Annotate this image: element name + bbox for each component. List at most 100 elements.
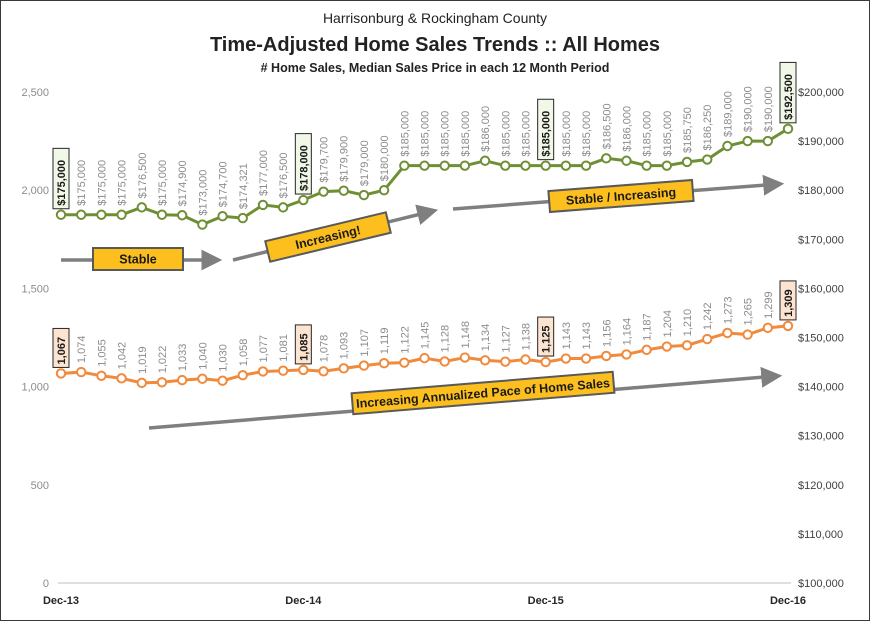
median-price-data-label: $185,000 — [662, 111, 674, 157]
home-sales-data-label: 1,143 — [561, 322, 573, 350]
median-price-data-point — [399, 160, 410, 171]
home-sales-data-point — [702, 333, 713, 345]
home-sales-data-point — [358, 360, 370, 371]
median-price-data-point — [500, 160, 511, 171]
right-axis-tick-label: $130,000 — [798, 431, 844, 443]
home-sales-data-label: 1,148 — [460, 321, 472, 349]
median-price-data-label-text: $185,000 — [581, 111, 593, 157]
median-price-data-label-text: $175,000 — [96, 160, 108, 206]
median-price-data-point — [459, 160, 471, 171]
chart-supertitle: Harrisonburg & Rockingham County — [322, 10, 548, 26]
home-sales-data-label-text: 1,125 — [541, 326, 553, 354]
home-sales-data-label: 1,125 — [537, 316, 555, 357]
median-price-data-label: $190,000 — [763, 86, 775, 132]
median-price-data-label-text: $173,000 — [197, 170, 209, 216]
median-price-data-label: $176,500 — [278, 152, 290, 198]
home-sales-data-label: 1,107 — [359, 329, 371, 357]
home-sales-data-label-text: 1,077 — [258, 335, 270, 363]
median-price-data-label: $189,000 — [722, 91, 734, 137]
median-price-data-label-text: $192,500 — [783, 74, 795, 120]
median-price-data-label: $185,000 — [399, 111, 411, 157]
median-price-data-point — [217, 211, 228, 222]
right-axis-tick-label: $140,000 — [798, 382, 844, 394]
home-sales-data-point — [298, 364, 309, 376]
home-sales-data-label: 1,299 — [763, 291, 775, 319]
home-sales-data-point — [722, 327, 733, 339]
home-sales-data-label: 1,128 — [440, 325, 452, 353]
right-axis-tick-label: $110,000 — [798, 529, 843, 541]
median-price-data-label-text: $186,500 — [601, 103, 613, 149]
home-sales-data-label-text: 1,019 — [137, 346, 149, 374]
median-price-data-label-text: $185,000 — [399, 111, 411, 157]
right-axis-tick-label: $150,000 — [798, 333, 844, 345]
median-price-data-label: $185,000 — [537, 98, 555, 161]
home-sales-data-label: 1,085 — [294, 324, 312, 365]
home-sales-data-label-text: 1,187 — [642, 313, 654, 341]
home-sales-data-point — [136, 377, 147, 389]
median-price-data-point — [277, 202, 289, 213]
right-axis-tick-label: $190,000 — [798, 136, 844, 148]
median-price-data-label-text: $185,000 — [561, 111, 573, 157]
median-price-data-label: $174,700 — [218, 161, 230, 207]
median-price-data-label: $175,000 — [96, 160, 108, 206]
home-sales-data-label-text: 1,030 — [218, 344, 230, 372]
home-sales-data-label: 1,138 — [520, 323, 532, 351]
home-sales-data-label: 1,074 — [76, 336, 88, 364]
home-sales-data-label-text: 1,204 — [662, 310, 674, 338]
median-price-data-point — [257, 199, 269, 211]
chart-title: Time-Adjusted Home Sales Trends :: All H… — [209, 34, 661, 56]
median-price-data-label: $175,000 — [117, 160, 129, 206]
home-sales-data-label-text: 1,309 — [783, 289, 795, 317]
median-price-data-label-text: $178,000 — [298, 145, 310, 191]
home-sales-data-label: 1,042 — [117, 342, 129, 370]
home-sales-data-point — [378, 358, 390, 369]
increasing-callout: Increasing! — [264, 211, 392, 263]
median-price-data-label: $180,000 — [379, 135, 391, 181]
home-sales-data-label: 1,273 — [722, 296, 734, 324]
home-sales-data-point — [459, 352, 471, 363]
median-price-data-point — [298, 194, 309, 206]
median-price-data-point — [197, 219, 208, 230]
median-price-data-label: $185,000 — [520, 111, 532, 157]
median-price-data-label-text: $185,000 — [420, 111, 432, 157]
home-sales-data-point — [742, 329, 753, 340]
home-sales-data-label: 1,055 — [96, 339, 108, 367]
median-price-data-label: $185,000 — [420, 111, 432, 157]
median-price-data-point — [621, 155, 632, 166]
increasing-pace-callout-box — [350, 370, 616, 416]
median-price-data-label-text: $174,700 — [218, 161, 230, 207]
home-sales-data-point — [762, 322, 774, 334]
median-price-data-point — [702, 154, 713, 165]
median-price-data-label-text: $185,750 — [682, 107, 694, 153]
stable-increasing-callout: Stable / Increasing — [547, 178, 695, 214]
x-axis-tick-label: Dec-14 — [285, 595, 322, 607]
home-sales-data-label-text: 1,081 — [278, 334, 290, 362]
home-sales-data-label-box — [294, 324, 312, 365]
median-price-data-label: $186,500 — [601, 103, 613, 149]
home-sales-data-point — [399, 357, 410, 368]
median-price-data-point — [641, 160, 652, 171]
home-sales-data-label-text: 1,085 — [298, 333, 310, 361]
home-sales-data-label-text: 1,134 — [480, 324, 492, 352]
right-axis-tick-label: $120,000 — [798, 480, 844, 492]
home-sales-data-label-text: 1,119 — [379, 328, 391, 355]
home-sales-data-label-text: 1,022 — [157, 346, 169, 374]
median-price-data-label-text: $177,000 — [258, 150, 270, 196]
median-price-data-label-text: $185,000 — [662, 111, 674, 157]
median-price-data-label-text: $174,321 — [238, 163, 250, 209]
median-price-data-label-text: $174,900 — [177, 160, 189, 206]
median-price-data-label-box — [779, 61, 797, 124]
home-sales-data-label: 1,164 — [621, 318, 633, 346]
home-sales-data-label-text: 1,127 — [500, 325, 512, 353]
median-price-data-label-text: $175,000 — [56, 160, 68, 206]
home-sales-data-label: 1,134 — [480, 324, 492, 352]
median-price-data-point — [479, 155, 491, 166]
home-sales-data-label-text: 1,128 — [440, 325, 452, 353]
home-sales-data-point — [621, 349, 632, 360]
left-axis-tick-label: 0 — [43, 578, 49, 590]
home-sales-data-point — [782, 320, 794, 332]
median-price-data-label-text: $176,500 — [137, 152, 149, 198]
home-sales-data-point — [318, 366, 329, 377]
median-price-data-point — [55, 209, 67, 220]
